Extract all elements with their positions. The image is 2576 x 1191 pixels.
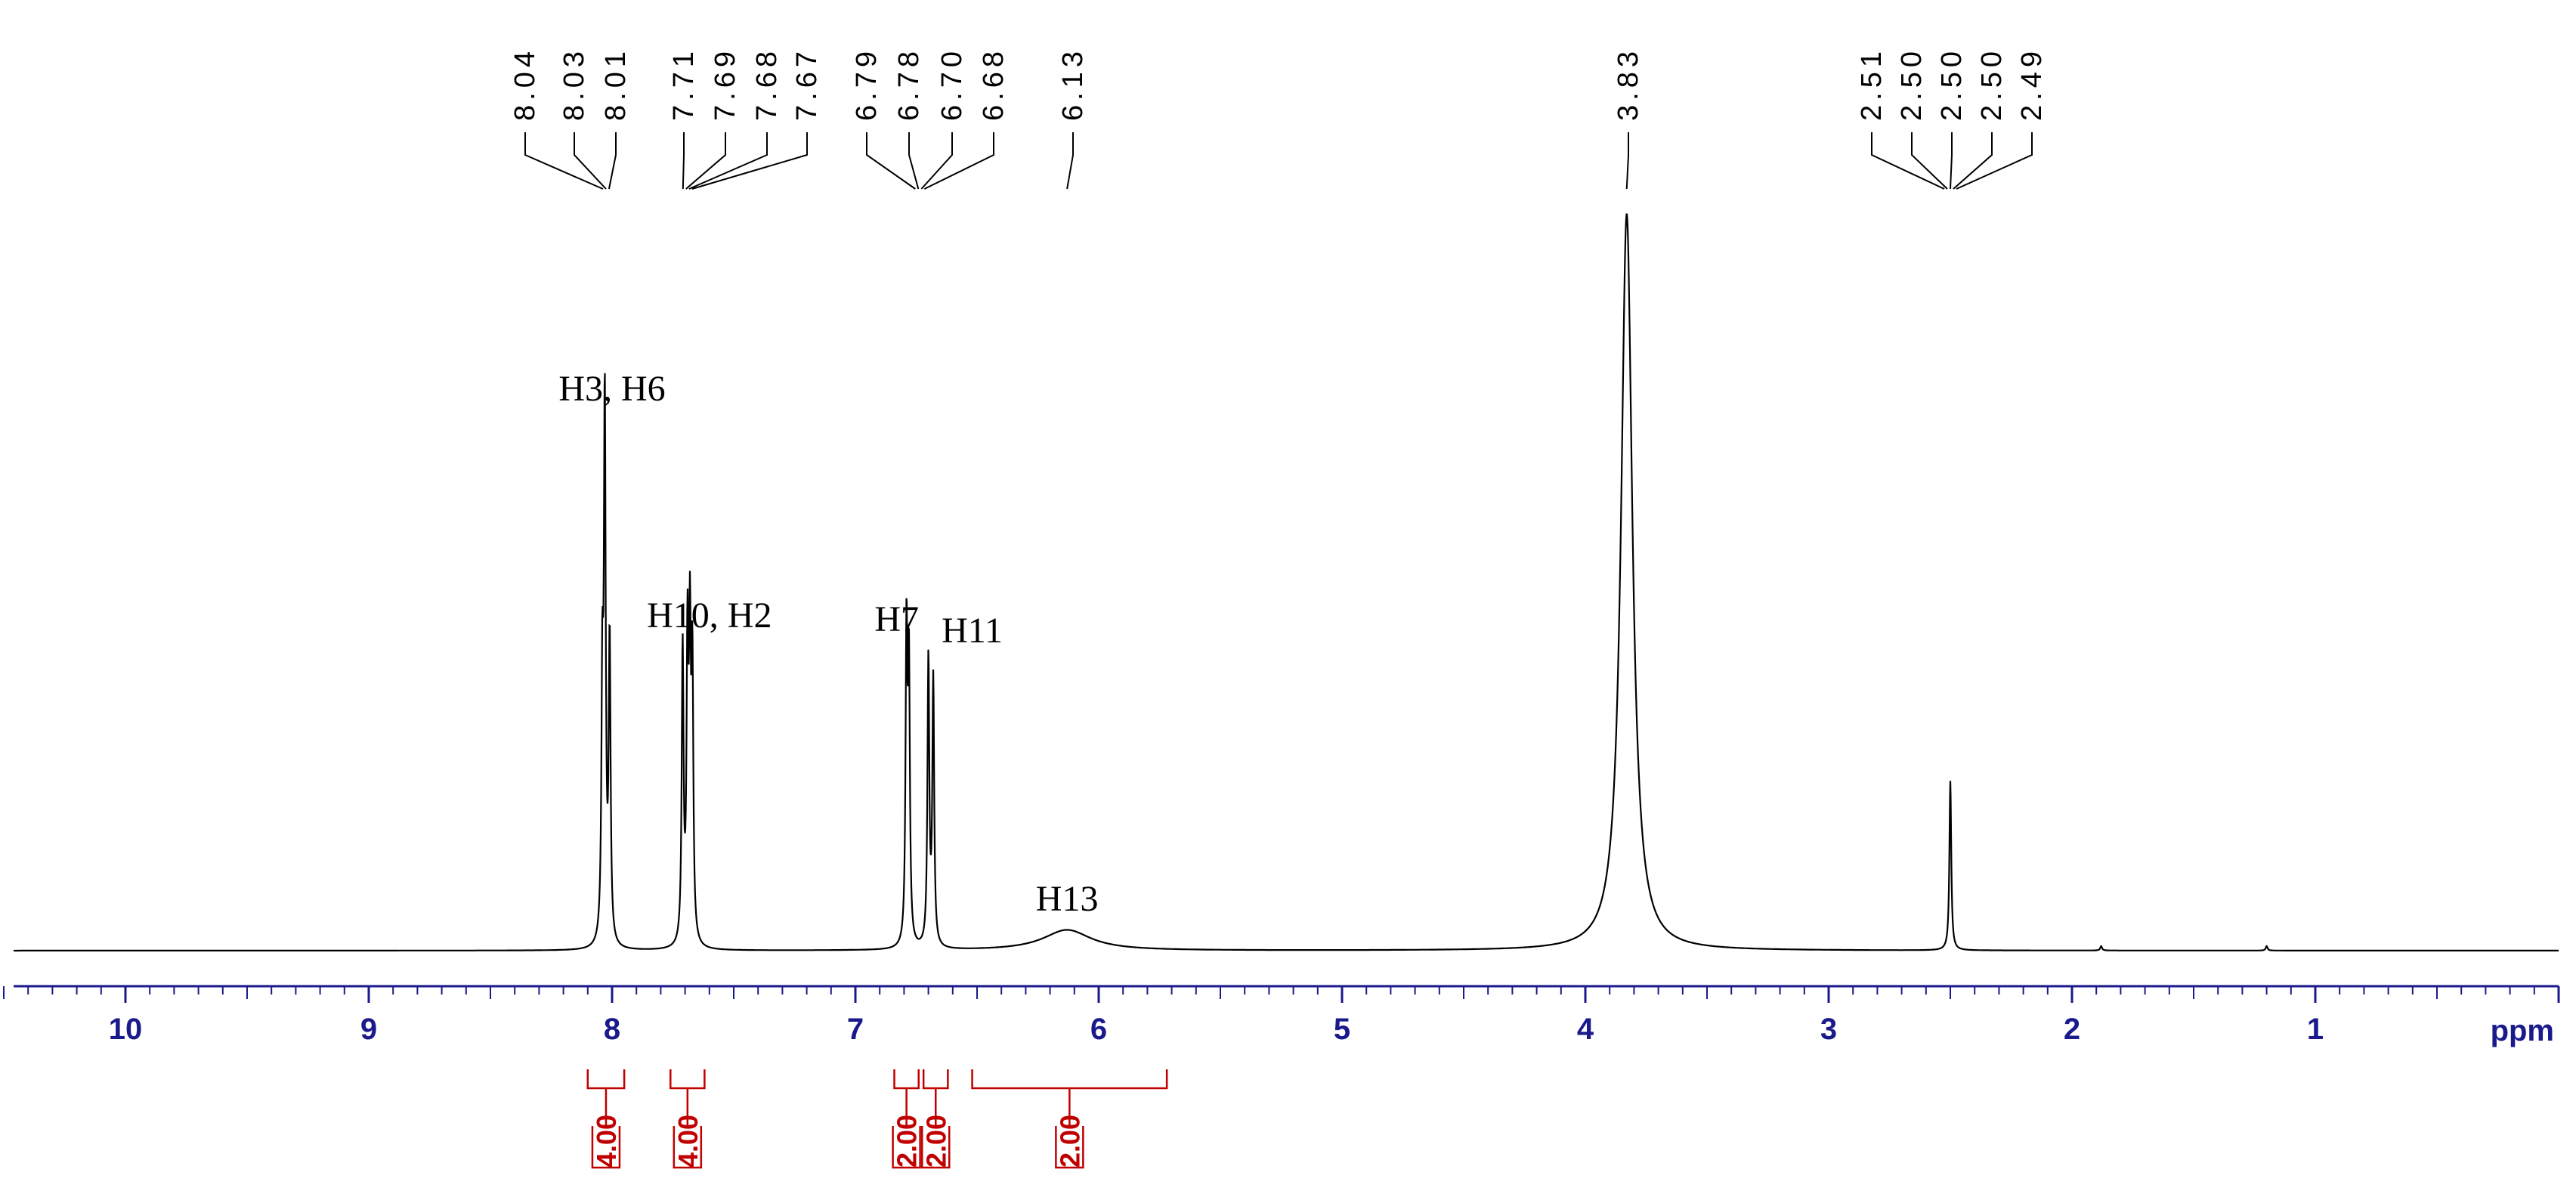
peak-leader-line xyxy=(691,132,808,190)
peak-leader-line xyxy=(1066,132,1074,190)
peak-leader-line xyxy=(1625,132,1629,190)
x-tick-label: 7 xyxy=(847,1013,864,1046)
peak-shift-label: 7.67 xyxy=(791,47,823,121)
integral-bracket xyxy=(893,1069,920,1126)
integral-value-frame xyxy=(673,1126,703,1169)
integral-value-frame xyxy=(921,1126,951,1169)
peak-assignment-label: H13 xyxy=(1036,879,1099,919)
integral-value-frame xyxy=(591,1126,621,1169)
integral-bracket xyxy=(586,1069,626,1126)
peak-shift-label: 6.68 xyxy=(978,47,1010,121)
peak-shift-label: 8.04 xyxy=(509,47,541,121)
x-tick-label: 10 xyxy=(109,1013,143,1046)
peak-shift-label: 7.71 xyxy=(668,47,700,121)
peak-shift-label: 2.50 xyxy=(1976,47,2008,121)
peak-assignment-label: H11 xyxy=(942,611,1003,651)
peak-shift-label: 7.68 xyxy=(751,47,783,121)
integral-value: 2.00 xyxy=(920,1115,951,1168)
peak-leader-line xyxy=(1871,132,1945,190)
integral-bracket xyxy=(971,1069,1168,1126)
spectrum-trace-layer xyxy=(14,213,2559,952)
x-tick-label: 4 xyxy=(1577,1013,1594,1046)
peak-shift-label: 7.69 xyxy=(710,47,741,121)
peak-leader-line xyxy=(1953,132,1993,190)
integral-layer: 4.00 4.00 2.002.00 2.00 xyxy=(586,1069,1168,1169)
peak-leader-line xyxy=(908,132,920,190)
peak-shift-label: 3.83 xyxy=(1613,47,1644,121)
peak-shift-label: 2.51 xyxy=(1856,47,1888,121)
peak-leader-line xyxy=(682,132,685,190)
x-tick-label: 2 xyxy=(2064,1013,2080,1046)
peak-shift-label: 2.49 xyxy=(2016,47,2048,121)
spectrum-trace xyxy=(14,213,2559,952)
peak-shift-label: 2.50 xyxy=(1936,47,1968,121)
x-tick-label: 3 xyxy=(1820,1013,1837,1046)
x-tick-label: 5 xyxy=(1334,1013,1350,1046)
peak-leader-line xyxy=(688,132,768,190)
peak-shift-label: 6.78 xyxy=(893,47,925,121)
integral-value: 2.00 xyxy=(892,1115,923,1168)
integral-value: 2.00 xyxy=(1054,1115,1085,1168)
peak-shift-label: 2.50 xyxy=(1896,47,1928,121)
x-tick-label: 8 xyxy=(604,1013,620,1046)
peak-assignment-label: H3, H6 xyxy=(558,369,665,409)
x-tick-label: 9 xyxy=(360,1013,377,1046)
peak-shift-label: 6.79 xyxy=(851,47,883,121)
peak-shift-label: 8.01 xyxy=(600,47,632,121)
peak-leader-line xyxy=(923,132,994,190)
assignment-label-layer: H3, H6 H10, H2 H7 H11 H13 xyxy=(558,369,1098,919)
peak-leader-line xyxy=(685,132,726,190)
peak-shift-label: 6.13 xyxy=(1057,47,1089,121)
x-axis-label: ppm xyxy=(2491,1014,2554,1047)
peak-leader-line xyxy=(1950,132,1953,190)
integral-value: 4.00 xyxy=(591,1115,622,1168)
integral-bracket xyxy=(922,1069,949,1126)
integral-value-frame xyxy=(1055,1126,1084,1169)
peak-leader-line xyxy=(1911,132,1948,190)
x-axis: 10 9 8 7 6 5 4 3 2 1 xyxy=(3,985,2560,1046)
peak-shift-label: 6.70 xyxy=(936,47,968,121)
integral-value: 4.00 xyxy=(673,1115,704,1168)
peak-leader-line xyxy=(920,132,953,190)
peak-shift-label: 8.03 xyxy=(558,47,590,121)
peak-label-layer: 8.04 8.03 8.01 7.71 7.69 7.68 7.67 6.79 6.78 6.70… xyxy=(509,47,2048,190)
integral-bracket xyxy=(670,1069,706,1126)
peak-leader-line xyxy=(1956,132,2033,190)
x-tick-label: 6 xyxy=(1090,1013,1107,1046)
integral-value-frame xyxy=(892,1126,921,1169)
peak-leader-line xyxy=(866,132,916,190)
peak-leader-line xyxy=(574,132,607,190)
peak-leader-line xyxy=(608,132,617,190)
peak-assignment-label: H10, H2 xyxy=(647,596,772,636)
peak-assignment-label: H7 xyxy=(874,599,919,639)
peak-leader-line xyxy=(524,132,604,190)
x-tick-label: 1 xyxy=(2307,1013,2324,1046)
